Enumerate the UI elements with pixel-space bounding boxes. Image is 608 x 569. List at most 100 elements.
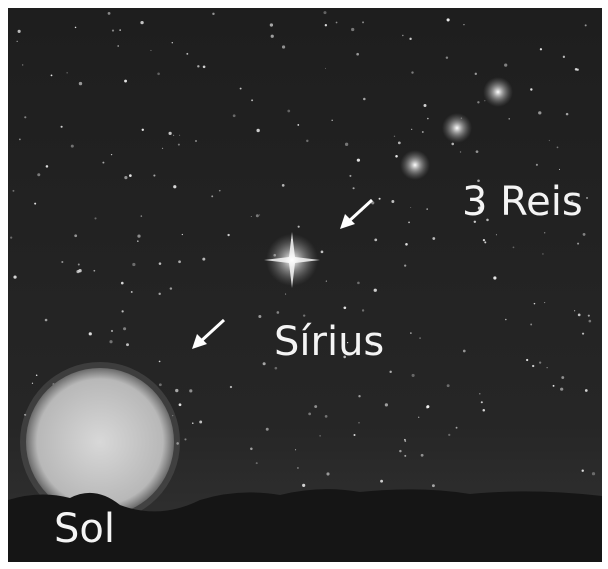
star (530, 324, 532, 326)
star (404, 455, 406, 457)
star (560, 388, 563, 391)
star (343, 306, 346, 309)
star (483, 409, 486, 412)
star (325, 68, 326, 69)
star (505, 319, 507, 321)
star (10, 237, 12, 239)
star (447, 18, 450, 21)
star (297, 467, 298, 468)
sun (26, 368, 174, 516)
star (358, 395, 360, 397)
star (285, 294, 286, 295)
star (374, 239, 377, 242)
photo: 3 Reis Sírius Sol (0, 0, 608, 569)
star (358, 422, 360, 424)
star (427, 118, 429, 120)
star (463, 24, 464, 25)
star (540, 48, 542, 50)
star (538, 111, 541, 114)
star (251, 216, 252, 217)
star (108, 12, 111, 15)
kings-star (400, 150, 430, 180)
star (109, 340, 112, 343)
star (448, 434, 450, 436)
star (536, 164, 538, 166)
star (162, 148, 163, 149)
star (19, 139, 21, 141)
star (129, 174, 132, 177)
star (351, 28, 354, 31)
star (251, 99, 253, 101)
star (202, 258, 205, 261)
star (592, 472, 595, 475)
star (411, 71, 413, 73)
star (122, 310, 124, 312)
star (282, 45, 285, 48)
star (476, 150, 479, 153)
star (426, 208, 427, 209)
star (422, 131, 424, 133)
star (126, 343, 129, 346)
star (583, 233, 586, 236)
star (184, 438, 186, 440)
star (379, 198, 381, 200)
star (460, 151, 461, 152)
star (172, 42, 173, 43)
star (178, 260, 181, 263)
star (391, 200, 394, 203)
star (404, 265, 406, 267)
star (362, 309, 364, 311)
star (363, 98, 366, 101)
star (585, 389, 588, 392)
star (219, 190, 221, 192)
star (408, 221, 410, 223)
star (411, 129, 412, 130)
star (385, 403, 388, 406)
star (547, 367, 548, 368)
star (212, 13, 214, 15)
star (66, 72, 67, 73)
star (578, 314, 581, 317)
star (71, 145, 74, 148)
star (240, 88, 242, 90)
label-sirius: Sírius (274, 319, 384, 365)
star (227, 234, 229, 236)
star (380, 480, 383, 483)
star (12, 190, 14, 192)
star (410, 332, 411, 333)
star (17, 41, 18, 42)
star (94, 217, 96, 219)
star (561, 376, 564, 379)
star (186, 53, 188, 55)
star (508, 118, 509, 119)
star (306, 140, 308, 142)
star (275, 367, 278, 370)
star (553, 385, 555, 387)
star (259, 214, 260, 215)
star (559, 169, 560, 170)
star (575, 68, 578, 71)
star (170, 287, 172, 289)
label-three-kings: 3 Reis (462, 179, 583, 225)
star (308, 412, 311, 415)
star (544, 302, 545, 303)
star (484, 241, 486, 243)
star (582, 470, 584, 472)
star (137, 240, 139, 242)
star (589, 320, 592, 323)
star (549, 140, 550, 141)
star (357, 282, 360, 285)
star (230, 386, 232, 388)
star (484, 100, 485, 101)
star (325, 415, 328, 418)
star (256, 214, 259, 217)
star (189, 389, 192, 392)
star (432, 237, 435, 240)
kings-star (442, 113, 472, 143)
star (159, 361, 161, 363)
star (22, 64, 23, 65)
star (574, 310, 575, 311)
star (13, 275, 16, 278)
star (250, 448, 253, 451)
star (402, 35, 403, 36)
